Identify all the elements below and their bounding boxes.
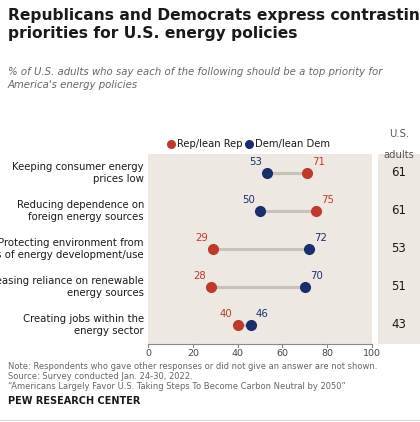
Text: 70: 70 [310, 271, 323, 281]
Text: Keeping consumer energy
prices low: Keeping consumer energy prices low [12, 162, 144, 184]
Bar [148, 154, 372, 192]
Text: 71: 71 [312, 157, 325, 167]
Text: 53: 53 [391, 243, 407, 255]
Text: 28: 28 [193, 271, 206, 281]
Bar [148, 192, 372, 230]
Bar [378, 154, 420, 344]
Text: 61: 61 [391, 205, 407, 217]
Text: 72: 72 [314, 233, 327, 243]
Text: Protecting environment from
effects of energy development/use: Protecting environment from effects of e… [0, 238, 144, 260]
Text: 51: 51 [391, 281, 407, 293]
Text: 53: 53 [249, 157, 262, 167]
Text: 75: 75 [321, 195, 334, 205]
Text: adults: adults [383, 150, 415, 160]
Bar [148, 306, 372, 344]
Text: 40: 40 [220, 309, 233, 319]
Text: 60: 60 [276, 349, 289, 358]
Text: U.S.: U.S. [389, 129, 409, 139]
Text: Reducing dependence on
foreign energy sources: Reducing dependence on foreign energy so… [17, 200, 144, 222]
Text: 46: 46 [256, 309, 269, 319]
Text: Dem/lean Dem: Dem/lean Dem [255, 139, 330, 149]
Text: 0: 0 [145, 349, 151, 358]
Text: Creating jobs within the
energy sector: Creating jobs within the energy sector [23, 314, 144, 336]
Text: Rep/lean Rep: Rep/lean Rep [177, 139, 242, 149]
Bar [148, 230, 372, 268]
Text: 20: 20 [187, 349, 199, 358]
Text: 40: 40 [231, 349, 244, 358]
Text: 80: 80 [321, 349, 333, 358]
Text: PEW RESEARCH CENTER: PEW RESEARCH CENTER [8, 396, 140, 406]
Bar [148, 268, 372, 306]
Text: “Americans Largely Favor U.S. Taking Steps To Become Carbon Neutral by 2050”: “Americans Largely Favor U.S. Taking Ste… [8, 382, 346, 391]
Text: Republicans and Democrats express contrasting
priorities for U.S. energy policie: Republicans and Democrats express contra… [8, 8, 420, 41]
Text: 29: 29 [195, 233, 208, 243]
Text: 100: 100 [363, 349, 381, 358]
Text: Note: Respondents who gave other responses or did not give an answer are not sho: Note: Respondents who gave other respons… [8, 362, 378, 371]
Text: % of U.S. adults who say each of the following should be a top priority for
Amer: % of U.S. adults who say each of the fol… [8, 67, 382, 90]
Text: 50: 50 [242, 195, 255, 205]
Text: Source: Survey conducted Jan. 24-30, 2022.: Source: Survey conducted Jan. 24-30, 202… [8, 372, 193, 381]
Text: 43: 43 [391, 319, 407, 332]
Text: Increasing reliance on renewable
energy sources: Increasing reliance on renewable energy … [0, 276, 144, 298]
Text: 61: 61 [391, 167, 407, 179]
